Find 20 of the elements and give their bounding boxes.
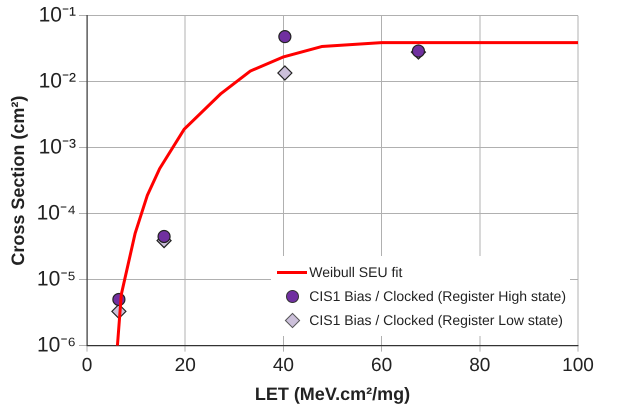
y-tick-label: 10⁻⁶ [36,333,76,356]
legend-label: CIS1 Bias / Clocked (Register Low state) [309,312,563,328]
x-tick-label: 0 [82,355,92,376]
y-tick-label: 10⁻³ [38,135,76,158]
x-tick-label: 100 [562,355,594,376]
legend-label: CIS1 Bias / Clocked (Register High state) [309,288,566,304]
x-axis-title: LET (MeV.cm²/mg) [254,384,410,404]
y-tick-label: 10⁻⁴ [36,201,76,224]
y-tick-label: 10⁻⁵ [36,267,76,290]
y-tick-label: 10⁻² [38,69,76,92]
x-tick-label: 80 [469,355,490,376]
point [278,30,292,44]
y-axis-title: Cross Section (cm²) [8,96,28,266]
point [277,65,292,81]
y-tick-label: 10⁻¹ [38,3,76,26]
point [157,230,171,244]
x-tick-label: 40 [272,355,294,376]
x-tick-label: 20 [174,355,196,376]
x-tick-label: 60 [371,355,392,376]
legend-label: Weibull SEU fit [309,264,402,280]
